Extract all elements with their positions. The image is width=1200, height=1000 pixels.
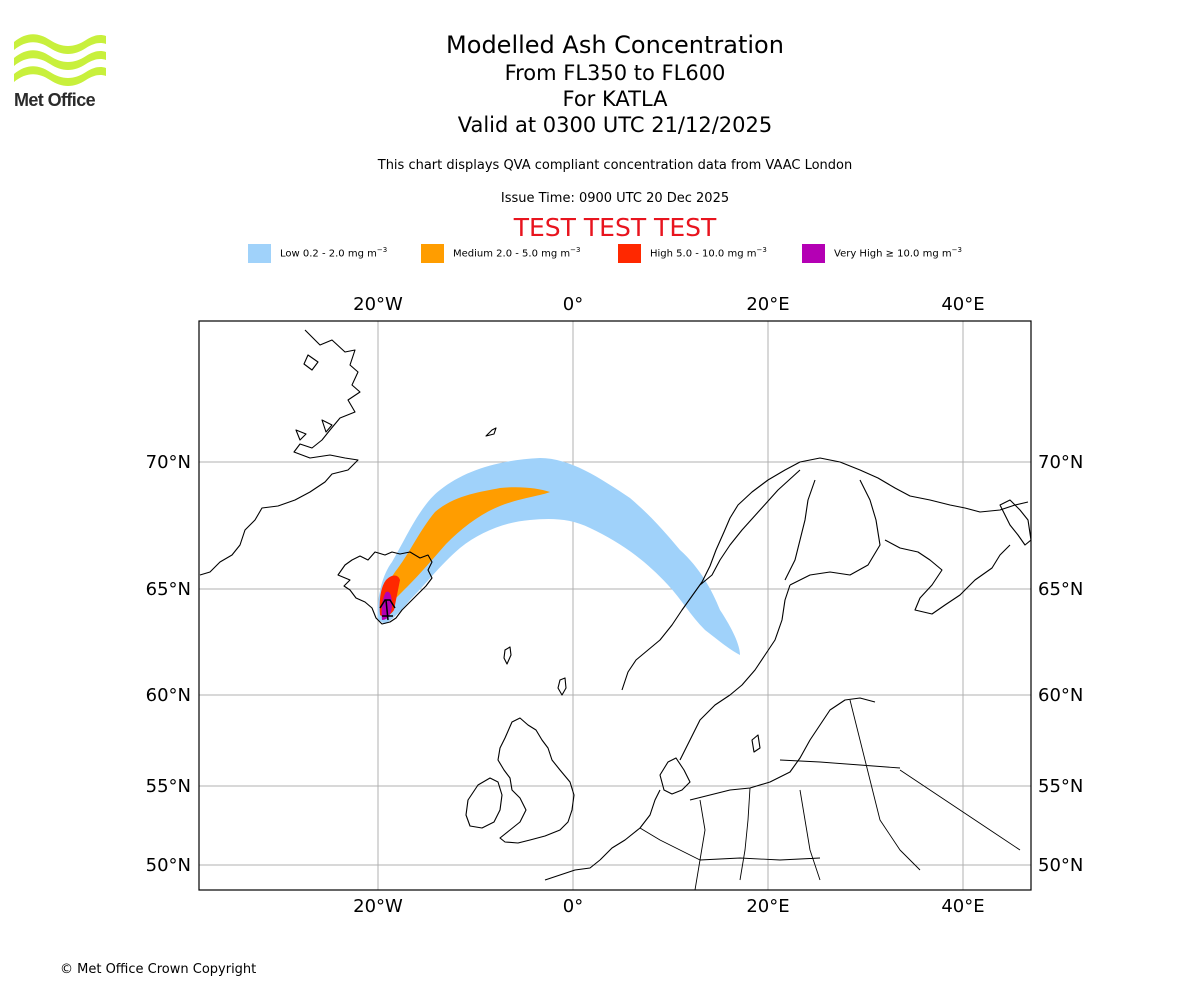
lat-label-left-60n: 60°N <box>146 685 191 706</box>
lat-label-left-55n: 55°N <box>146 776 191 797</box>
coast-baltic-south <box>689 697 876 801</box>
volcano-name: For KATLA <box>562 87 668 111</box>
coast-greenland <box>199 329 361 576</box>
lon-labels-top: 20°W 0° 20°E 40°E <box>353 294 984 315</box>
coast-scandinavia <box>621 457 1029 691</box>
coast-shetland <box>557 677 567 696</box>
lon-label-bottom-40e: 40°E <box>941 896 984 917</box>
legend-swatch-high <box>618 244 641 263</box>
border-sweden-finland <box>784 479 816 581</box>
coast-great-britain <box>497 717 575 844</box>
lat-label-left-70n: 70°N <box>146 452 191 473</box>
legend-label-very-high: Very High ≥ 10.0 mg m <box>834 248 952 260</box>
legend-label-medium: Medium 2.0 - 5.0 mg m <box>453 248 571 260</box>
chart-description: This chart displays QVA compliant concen… <box>377 158 853 173</box>
lat-label-right-70n: 70°N <box>1038 452 1083 473</box>
coast-kola <box>884 539 1011 615</box>
border-norway-sweden <box>699 469 801 586</box>
legend-label-high: High 5.0 - 10.0 mg m <box>650 248 757 260</box>
chart-title: Modelled Ash Concentration <box>446 31 784 59</box>
coastlines <box>199 329 1031 890</box>
gridlines <box>199 321 1031 890</box>
issue-time: Issue Time: 0900 UTC 20 Dec 2025 <box>500 191 730 206</box>
lat-label-right-60n: 60°N <box>1038 685 1083 706</box>
map-frame <box>198 320 1032 891</box>
volcano-marker <box>379 599 396 621</box>
lat-label-right-65n: 65°N <box>1038 579 1083 600</box>
lon-label-bottom-0: 0° <box>563 896 583 917</box>
legend-exp-high: −3 <box>756 246 767 254</box>
lat-label-right-55n: 55°N <box>1038 776 1083 797</box>
legend-exp-medium: −3 <box>570 246 581 254</box>
legend-swatch-low <box>248 244 271 263</box>
coast-sweden-east <box>679 584 791 761</box>
coast-faroes <box>503 646 512 665</box>
lon-label-bottom-20e: 20°E <box>746 896 789 917</box>
coast-ireland <box>465 777 503 829</box>
legend-exp-very-high: −3 <box>951 246 962 254</box>
coast-denmark <box>659 757 691 795</box>
lat-labels-right: 70°N 65°N 60°N 55°N 50°N <box>1038 452 1083 876</box>
lon-label-top-20e: 20°E <box>746 294 789 315</box>
ash-medium-region <box>380 487 550 612</box>
lon-label-bottom-20w: 20°W <box>353 896 403 917</box>
borders-europe <box>639 699 1021 890</box>
coast-continental <box>599 789 661 861</box>
legend-swatch-very-high <box>802 244 825 263</box>
lon-labels-bottom: 20°W 0° 20°E 40°E <box>353 896 984 917</box>
coast-finland <box>789 479 881 586</box>
coast-jan-mayen <box>485 427 497 437</box>
copyright: © Met Office Crown Copyright <box>60 962 257 977</box>
coast-greenland-islets <box>295 354 333 441</box>
chart-titles: Modelled Ash Concentration From FL350 to… <box>0 30 1200 138</box>
legend-swatch-medium <box>421 244 444 263</box>
coast-iceland <box>337 551 433 625</box>
lon-label-top-20w: 20°W <box>353 294 403 315</box>
coast-gotland <box>751 734 761 753</box>
coast-france-north <box>544 859 601 881</box>
flight-levels: From FL350 to FL600 <box>504 61 726 85</box>
volcano-marker-path <box>379 599 396 621</box>
lon-label-top-0: 0° <box>563 294 583 315</box>
legend-label-low: Low 0.2 - 2.0 mg m <box>280 248 377 260</box>
legend-exp-low: −3 <box>376 246 388 254</box>
lat-label-right-50n: 50°N <box>1038 855 1083 876</box>
logo-text: Met Office <box>14 90 96 110</box>
lat-label-left-50n: 50°N <box>146 855 191 876</box>
logo-waves-icon <box>14 34 106 86</box>
valid-time: Valid at 0300 UTC 21/12/2025 <box>457 113 773 137</box>
test-banner: TEST TEST TEST <box>513 213 717 242</box>
met-office-logo: Met Office <box>14 30 114 114</box>
lat-label-left-65n: 65°N <box>146 579 191 600</box>
lat-labels-left: 70°N 65°N 60°N 55°N 50°N <box>146 452 191 876</box>
coast-novaya-zemlya <box>999 499 1031 546</box>
lon-label-top-40e: 40°E <box>941 294 984 315</box>
